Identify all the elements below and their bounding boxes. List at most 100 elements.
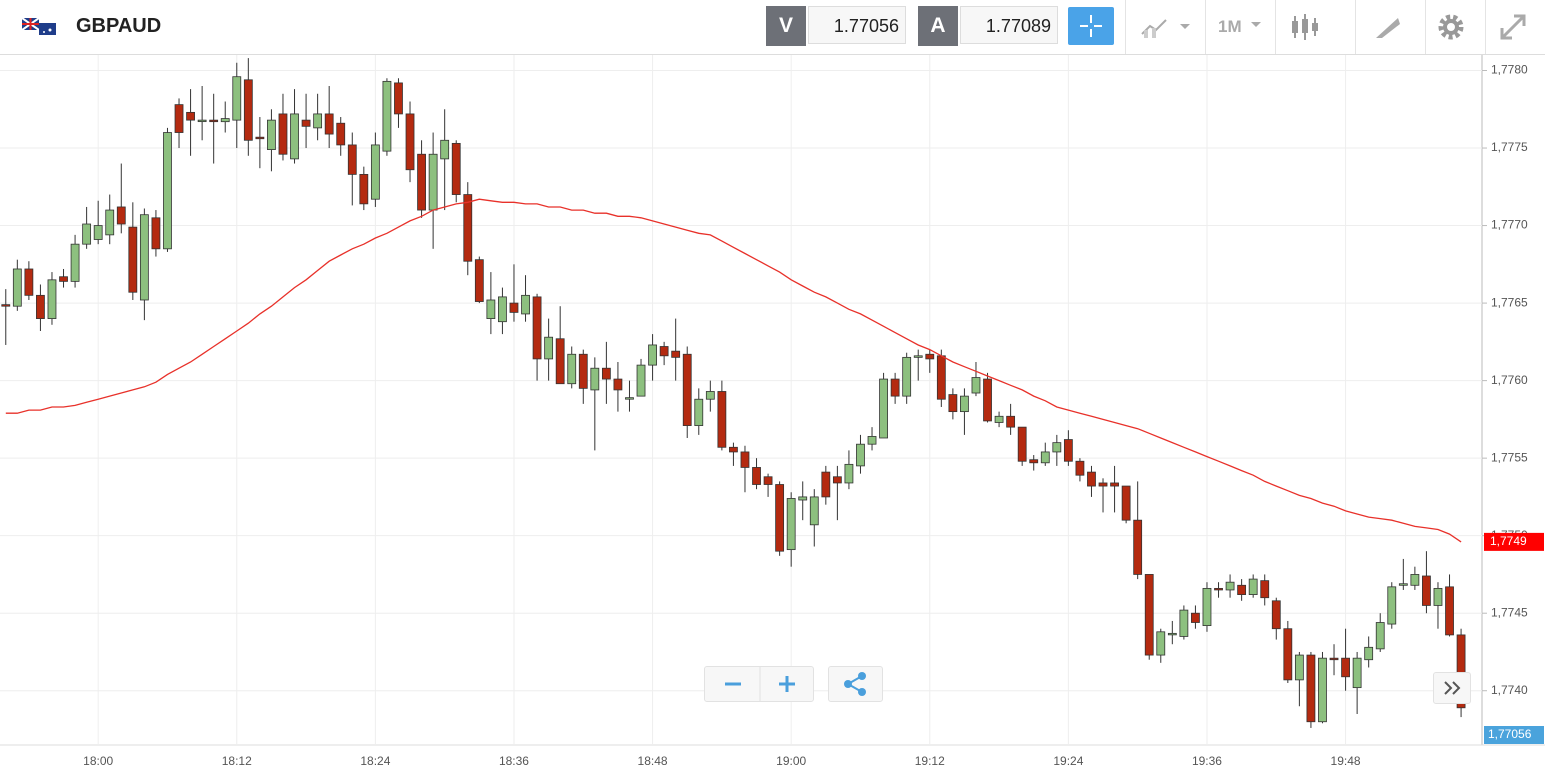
candle-body [544,336,554,360]
candle-body [1352,657,1362,689]
toolbar: GBPAUD V 1.77056 A 1.77089 1M [0,0,1545,55]
candle-body [93,225,103,240]
price-badge-bg [1484,726,1544,744]
x-tick-label: 18:24 [360,754,390,768]
candle-body [1156,631,1166,656]
candle-body [948,394,958,413]
y-tick-label: 1,7760 [1491,373,1528,387]
candle-body [1029,459,1039,464]
bid-label: V [766,6,806,46]
candle-body [232,76,242,121]
candle-body [1248,578,1258,595]
candle-body [1294,654,1304,681]
candle-body [1433,587,1443,606]
y-tick-label: 1,7765 [1491,295,1528,309]
candle-body [867,436,877,445]
y-tick-label: 1,7770 [1491,218,1528,232]
chart-type-button[interactable] [1140,14,1192,40]
candle-body [1445,586,1454,636]
scroll-end-button[interactable] [1433,672,1471,704]
candle-body [301,119,311,127]
candle-body [1167,632,1177,636]
candle-body [394,82,403,115]
candle-body [139,214,149,301]
candle-body [1422,575,1431,606]
candle-body [1144,574,1154,656]
candle-body [1375,622,1385,650]
candle-body [1052,442,1062,453]
candle-body [705,391,715,400]
candle-body [521,294,530,315]
candle-body [798,496,808,501]
candle-body [1260,580,1270,599]
x-tick-label: 18:00 [83,754,113,768]
candle-body [174,104,184,133]
candle-body [105,209,115,236]
candle-body [844,463,854,484]
flag-icon [22,18,56,35]
candle-body [1225,581,1235,591]
candle-body [832,476,842,484]
candle-body [671,350,681,358]
candle-body [428,153,438,211]
x-tick-label: 19:24 [1053,754,1083,768]
symbol: GBPAUD [76,15,162,37]
candle-body [463,194,473,262]
candle-body [983,378,992,422]
candle-body [1040,451,1050,464]
candle-body [740,451,750,468]
candle-body [267,119,276,150]
fullscreen-button[interactable] [1498,12,1528,42]
ma-badge-bg [1484,532,1544,551]
crosshair-button[interactable] [1068,7,1114,45]
candle-body [1387,586,1397,625]
candle-body [47,279,57,319]
candle-body [856,443,865,467]
y-tick-label: 1,7745 [1491,605,1528,619]
candle-body [659,346,669,357]
candles-button[interactable] [1290,12,1326,42]
candle-body [717,391,727,448]
x-tick-label: 18:12 [222,754,252,768]
timeframe[interactable]: 1M [1218,17,1242,36]
candle-body [729,446,738,453]
candle-body [578,353,588,389]
candle-body [890,378,900,397]
ma-badge: 1,7749 [1490,534,1527,548]
candle-body [347,144,357,175]
candle-body [601,367,611,380]
candle-body [809,496,819,526]
candle-body [163,132,172,250]
candle-body [925,353,935,360]
candle-body [151,217,161,250]
candle-body [12,268,22,307]
candle-body [1283,628,1293,681]
candle-body [1075,460,1085,476]
candle-body [879,378,888,439]
candle-body [555,338,565,385]
share-button[interactable] [828,666,883,702]
candle-body [209,119,219,123]
candle-body [24,268,34,296]
candle-body [290,113,299,160]
candle-body [1271,600,1281,630]
candle-body [1179,609,1189,637]
candle-body [763,476,773,485]
candle-body [1341,657,1350,678]
candle-body [220,118,230,123]
candle-body [532,296,542,360]
candle-body [1456,634,1466,709]
candle-body [1,304,11,307]
candle-body [1410,574,1420,586]
candle-body [682,353,692,426]
settings-button[interactable] [1436,12,1466,42]
draw-button[interactable] [1372,12,1404,42]
candle-body [613,378,623,391]
candle-body [474,259,484,302]
candle-body [370,144,380,200]
ask-value: 1.77089 [960,6,1058,44]
candle-body [1364,646,1374,661]
candle-body [971,377,981,394]
candle-body [509,302,519,313]
candle-body [313,113,323,129]
